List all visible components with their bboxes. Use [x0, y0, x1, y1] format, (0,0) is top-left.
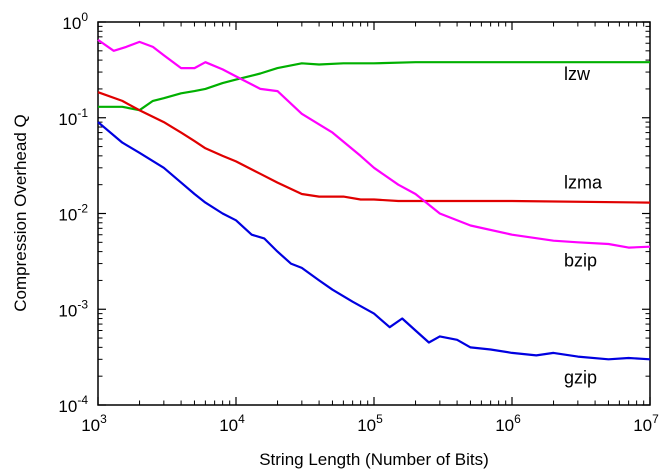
- series-lines: [97, 38, 651, 361]
- series-label-lzma: lzma: [564, 173, 603, 193]
- y-axis-label: Compression Overhead Q: [11, 114, 30, 311]
- series-line-lzw: [98, 61, 650, 112]
- y-tick-label: 100: [62, 10, 88, 33]
- series-label-bzip: bzip: [564, 251, 597, 271]
- series-labels: lzw lzma bzip gzip: [564, 64, 603, 387]
- series-label-lzw: lzw: [564, 64, 591, 84]
- x-tick-label: 106: [495, 412, 521, 435]
- series-line-lzma: [97, 91, 651, 204]
- y-tick-label: 10-1: [58, 106, 88, 129]
- x-tick-label: 107: [633, 412, 659, 435]
- x-tick-label: 105: [357, 412, 383, 435]
- series-line-bzip: [97, 38, 651, 249]
- x-axis-label: String Length (Number of Bits): [259, 450, 489, 469]
- x-tick-label: 104: [219, 412, 245, 435]
- axis-ticks: 103 104 105 106 107 100 10-1 10-2 10-3 10-4: [58, 10, 659, 435]
- y-tick-label: 10-4: [58, 393, 88, 416]
- x-tick-label: 103: [81, 412, 107, 435]
- series-label-gzip: gzip: [564, 367, 597, 387]
- series-line-gzip: [97, 121, 651, 361]
- y-tick-label: 10-3: [58, 297, 88, 320]
- y-tick-label: 10-2: [58, 202, 88, 225]
